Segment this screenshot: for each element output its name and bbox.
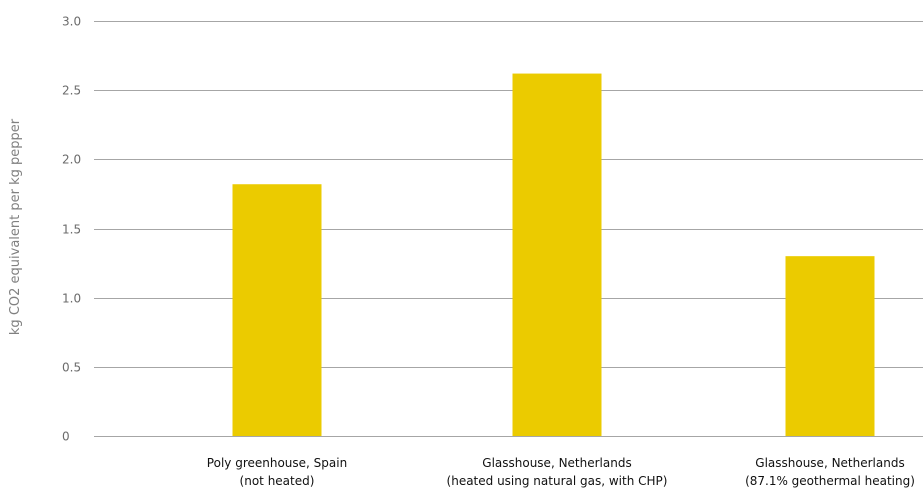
y-tick-label: 1.0: [62, 292, 81, 306]
y-axis-ticks: 0 0.5 1.0 1.5 2.0 2.5 3.0: [62, 15, 81, 444]
bars: [232, 73, 875, 437]
category-label-line2: (87.1% geothermal heating): [745, 474, 915, 488]
category-label-line1: Poly greenhouse, Spain: [207, 456, 347, 470]
category-label-line1: Glasshouse, Netherlands: [755, 456, 904, 470]
category-label-line2: (not heated): [240, 474, 315, 488]
y-tick-label: 2.0: [62, 153, 81, 167]
bar: [785, 256, 875, 436]
category-label-line1: Glasshouse, Netherlands: [482, 456, 631, 470]
category-label-line2: (heated using natural gas, with CHP): [447, 474, 668, 488]
bar: [512, 73, 602, 437]
y-tick-label: 0: [62, 430, 70, 444]
y-tick-label: 3.0: [62, 15, 81, 29]
y-tick-label: 1.5: [62, 223, 81, 237]
x-axis-categories: Poly greenhouse, Spain (not heated) Glassh…: [207, 456, 915, 488]
y-axis-label: kg CO2 equivalent per kg pepper: [8, 118, 23, 335]
y-tick-label: 0.5: [62, 361, 81, 375]
y-tick-label: 2.5: [62, 84, 81, 98]
bar: [232, 184, 322, 436]
gridlines: [94, 21, 923, 437]
